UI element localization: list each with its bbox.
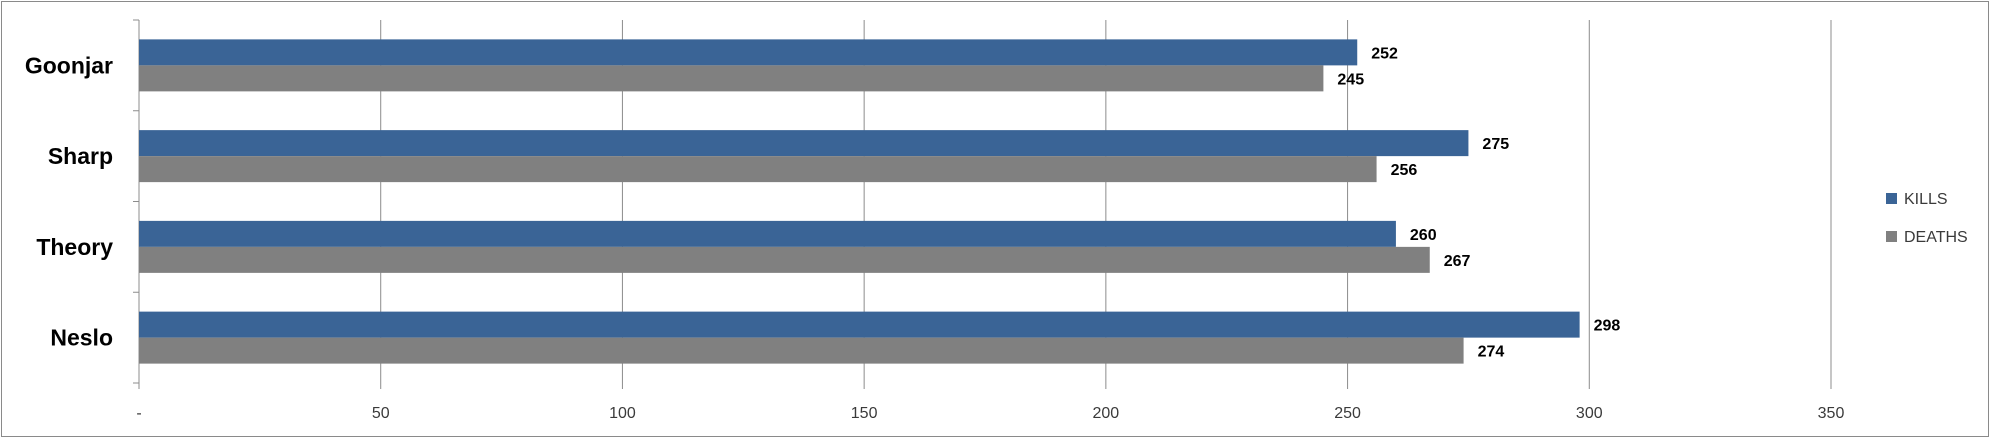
bar-kills-goonjar — [139, 39, 1358, 66]
legend-label-kills: KILLS — [1904, 191, 1948, 208]
data-label-deaths-neslo: 274 — [1478, 344, 1505, 361]
x-tick-label: 300 — [1576, 405, 1603, 422]
bar-kills-sharp — [139, 130, 1469, 157]
legend-swatch-kills — [1886, 193, 1897, 204]
legend-swatch-deaths — [1886, 231, 1897, 242]
bar-kills-neslo — [139, 311, 1580, 338]
data-label-deaths-goonjar: 245 — [1337, 71, 1364, 88]
x-tick-label: 250 — [1334, 405, 1361, 422]
data-label-kills-theory: 260 — [1410, 227, 1437, 244]
x-tick-label: 350 — [1818, 405, 1845, 422]
x-tick-label: 50 — [372, 405, 390, 422]
bar-deaths-neslo — [139, 337, 1464, 364]
data-label-kills-goonjar: 252 — [1371, 45, 1398, 62]
bar-kills-theory — [139, 220, 1396, 247]
category-label-theory: Theory — [36, 234, 113, 260]
x-tick-label: - — [136, 405, 141, 422]
legend-label-deaths: DEATHS — [1904, 229, 1968, 246]
category-label-sharp: Sharp — [48, 143, 113, 169]
x-tick-label: 200 — [1093, 405, 1120, 422]
x-tick-label: 100 — [609, 405, 636, 422]
data-label-kills-neslo: 298 — [1594, 318, 1621, 335]
data-label-deaths-sharp: 256 — [1391, 162, 1418, 179]
bar-deaths-goonjar — [139, 65, 1324, 92]
bar-deaths-theory — [139, 246, 1430, 273]
x-tick-label: 150 — [851, 405, 878, 422]
category-label-neslo: Neslo — [50, 325, 113, 351]
data-label-kills-sharp: 275 — [1482, 136, 1509, 153]
bar-deaths-sharp — [139, 156, 1377, 183]
category-label-goonjar: Goonjar — [25, 52, 113, 78]
data-label-deaths-theory: 267 — [1444, 253, 1471, 270]
